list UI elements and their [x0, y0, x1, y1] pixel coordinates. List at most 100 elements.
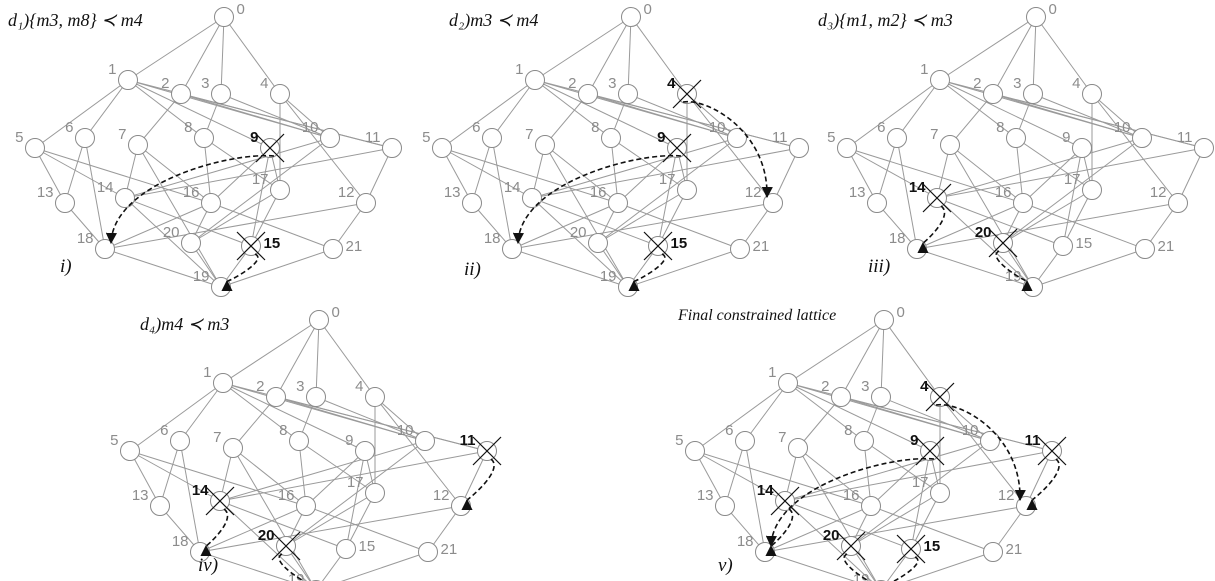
lattice-edge	[846, 147, 1024, 204]
node-label: 6	[160, 422, 168, 439]
node-label: 21	[1158, 238, 1175, 255]
node-label: 19	[1005, 268, 1022, 285]
lattice-edge	[127, 16, 225, 81]
node-label: 5	[827, 129, 835, 146]
node-label: 14	[757, 482, 774, 499]
node-label: 1	[203, 364, 211, 381]
lattice-edge	[534, 79, 678, 149]
lattice-edge	[916, 202, 1179, 250]
lattice-edge	[939, 79, 1083, 149]
lattice-edge	[544, 144, 629, 288]
dashed-arrow	[221, 253, 259, 292]
lattice-edge	[179, 382, 224, 442]
node-label: 6	[725, 422, 733, 439]
lattice-edge	[610, 137, 619, 204]
node-label: 13	[132, 487, 149, 504]
lattice-edge	[34, 79, 129, 149]
node-label: 8	[591, 119, 599, 136]
lattice-edge	[744, 440, 766, 553]
lattice-edge	[1062, 189, 1093, 247]
cross-mark	[915, 436, 945, 466]
lattice-node	[415, 431, 435, 451]
node-label: 8	[996, 119, 1004, 136]
lattice-edge	[846, 79, 941, 149]
lattice-node	[887, 128, 907, 148]
lattice-edge	[104, 202, 212, 250]
lattice-node	[296, 496, 316, 516]
panel-title: d₁){m3, m8} ≺ m4	[8, 10, 143, 31]
lattice-edge	[939, 396, 991, 442]
lattice-edge	[127, 79, 271, 149]
lattice-edge	[180, 16, 225, 95]
lattice-edge	[531, 147, 800, 199]
removed-marks	[643, 79, 702, 261]
lattice-node	[201, 193, 221, 213]
lattice-node	[25, 138, 45, 158]
lattice-edge	[219, 440, 426, 502]
lattice-edge	[124, 197, 252, 247]
lattice-edge	[365, 147, 393, 204]
node-label: 13	[37, 184, 54, 201]
transfer-arrows	[765, 403, 1060, 581]
cross-mark	[770, 486, 800, 516]
node-label: 10	[397, 422, 414, 439]
node-label: 5	[422, 129, 430, 146]
node-label: 8	[279, 422, 287, 439]
node-label: 8	[184, 119, 192, 136]
node-label: 9	[1062, 129, 1070, 146]
cross-mark	[255, 133, 285, 163]
node-label: 17	[1064, 171, 1081, 188]
node-label: 12	[1150, 184, 1167, 201]
lattice-node	[618, 84, 638, 104]
lattice-edge	[784, 500, 873, 581]
node-label: 5	[110, 432, 118, 449]
node-label: 0	[237, 1, 245, 18]
lattice-node	[778, 373, 798, 393]
lattice-node	[1023, 277, 1043, 297]
cross-mark	[922, 183, 952, 213]
lattice-edge	[180, 93, 393, 149]
cross-mark	[836, 531, 866, 561]
lattice-node	[837, 138, 857, 158]
transfer-arrows	[200, 458, 495, 581]
lattice-edge	[223, 16, 281, 95]
node-label: 3	[608, 75, 616, 92]
lattice-node	[1072, 138, 1092, 158]
lattice-node	[980, 431, 1000, 451]
dashed-arrow	[462, 458, 495, 511]
dashed-arrow	[628, 253, 666, 292]
lattice-edge	[374, 396, 462, 507]
lattice-node	[831, 387, 851, 407]
lattice-node	[608, 193, 628, 213]
lattice-edge	[840, 319, 885, 398]
node-label: 11	[1177, 129, 1193, 146]
node-label: 17	[659, 171, 676, 188]
node-label: 15	[671, 235, 688, 252]
lattice-edge	[199, 505, 462, 553]
lattice-edge	[318, 319, 376, 398]
node-label: 21	[441, 541, 458, 558]
lattice-edge	[744, 382, 789, 442]
node-label: 10	[962, 422, 979, 439]
lattice-edge	[597, 189, 688, 244]
lattice-node	[730, 239, 750, 259]
node-label: 13	[697, 487, 714, 504]
lattice-edge	[34, 147, 126, 199]
lattice-edge	[345, 492, 376, 550]
node-label: 14	[504, 179, 521, 196]
lattice-edge	[1091, 93, 1179, 204]
dashed-arrow	[278, 553, 306, 581]
lattice-edge	[880, 396, 991, 442]
lattice-edge	[298, 440, 307, 507]
lattice-edge	[137, 93, 182, 146]
lattice-edge	[374, 396, 426, 442]
removed-marks	[922, 183, 1018, 258]
node-label: 16	[995, 184, 1012, 201]
lattice-edge	[686, 93, 774, 204]
lattice-edge	[724, 440, 746, 507]
lattice-edge	[511, 202, 619, 250]
lattice-edge	[1177, 147, 1205, 204]
